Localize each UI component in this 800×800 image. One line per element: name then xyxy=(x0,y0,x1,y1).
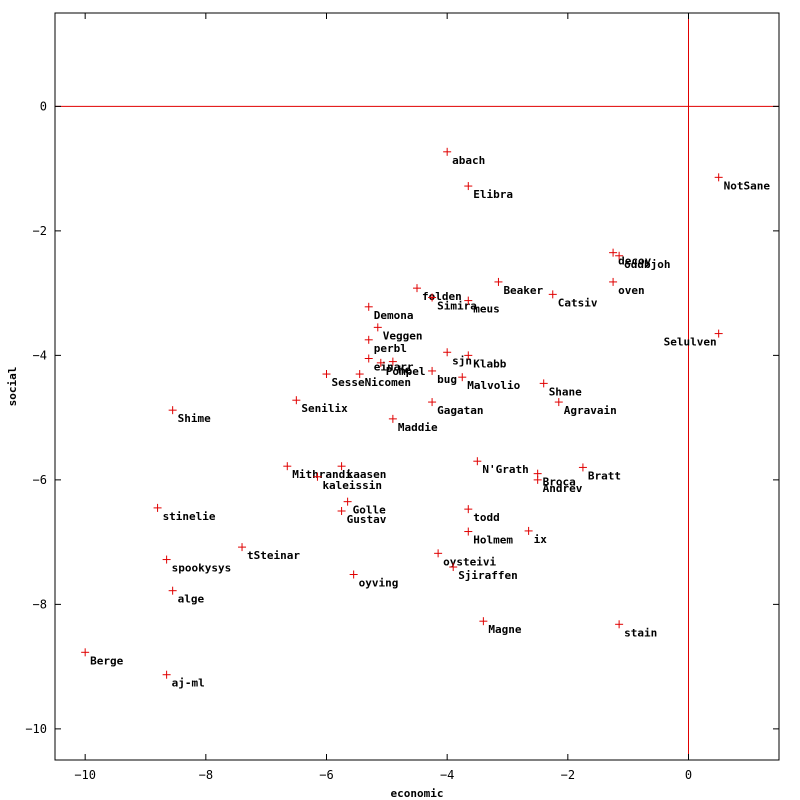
y-tick-label: 0 xyxy=(40,99,47,113)
point-label: Bratt xyxy=(588,469,621,482)
x-tick-label: −2 xyxy=(561,768,575,782)
x-tick-label: −10 xyxy=(74,768,96,782)
point-label: todd xyxy=(473,511,500,524)
point-label: Agravain xyxy=(564,404,617,417)
point-label: kaasen xyxy=(347,468,387,481)
point-label: tSteinar xyxy=(247,549,300,562)
x-axis-title: economic xyxy=(391,787,444,800)
point-label: stain xyxy=(624,626,657,639)
point-label: perbl xyxy=(374,342,407,355)
point-label: Demona xyxy=(374,309,414,322)
point-label: oysteivi xyxy=(443,555,496,568)
y-tick-label: −4 xyxy=(33,348,47,362)
plot-frame xyxy=(54,12,780,761)
point-label: oyving xyxy=(359,576,399,589)
point-label: Shane xyxy=(549,385,582,398)
point-label: Catsiv xyxy=(558,296,598,309)
point-label: abach xyxy=(452,154,485,167)
point-label: Gagatan xyxy=(437,404,483,417)
x-tick-label: −4 xyxy=(440,768,454,782)
data-points: abachElibraNotSanedecoyoddbjohovenfolden… xyxy=(81,147,771,690)
point-label: Malvolio xyxy=(467,379,520,392)
axes: −10 −8 −6 −4 −2 0 −10 −8 −6 −4 −2 0 xyxy=(25,12,780,782)
point-label: Magne xyxy=(488,623,521,636)
x-tick-label: −6 xyxy=(319,768,333,782)
point-label: Broca xyxy=(543,476,576,489)
plot-area xyxy=(55,13,779,760)
y-axis-title: social xyxy=(6,367,19,407)
point-label: stinelie xyxy=(163,510,216,523)
point-label: Andrev xyxy=(543,482,583,495)
point-label: spookysys xyxy=(172,562,232,575)
point-label: NotSane xyxy=(724,179,771,192)
point-label: Shime xyxy=(178,412,211,425)
point-label: ix xyxy=(534,533,548,546)
point-label: aj-ml xyxy=(172,677,205,690)
point-label: Sjiraffen xyxy=(458,569,518,582)
point-label: Mithrandi xyxy=(292,468,352,481)
y-tick-label: −6 xyxy=(33,473,47,487)
point-label: Maddie xyxy=(398,421,438,434)
point-label: alge xyxy=(178,593,205,606)
point-label: Simira xyxy=(437,299,477,312)
x-tick-label: −8 xyxy=(199,768,213,782)
point-label: N'Grath xyxy=(482,463,528,476)
point-label: sjn xyxy=(452,354,472,367)
x-tick-label: 0 xyxy=(685,768,692,782)
point-label: Pompel xyxy=(386,365,426,378)
point-label: oddbjoh xyxy=(624,258,670,271)
point-label: Gustav xyxy=(347,513,387,526)
point-label: Selulven xyxy=(664,336,717,349)
y-tick-label: −10 xyxy=(25,722,47,736)
point-label: Holmem xyxy=(473,534,513,547)
point-label: Golle xyxy=(353,504,386,517)
point-label: Klabb xyxy=(473,357,506,370)
point-label: Veggen xyxy=(383,329,423,342)
point-label: Sesse xyxy=(332,376,365,389)
y-tick-label: −2 xyxy=(33,224,47,238)
point-label: meus xyxy=(473,303,500,316)
point-label: Elibra xyxy=(473,188,513,201)
point-label: Nicomen xyxy=(365,376,411,389)
point-label: bug xyxy=(437,373,457,386)
point-label: Beaker xyxy=(503,284,543,297)
point-label: oven xyxy=(618,284,645,297)
point-label: einarr xyxy=(374,360,414,373)
point-label: decoy xyxy=(618,255,651,268)
y-tick-label: −8 xyxy=(33,597,47,611)
point-label: he xyxy=(398,364,412,377)
point-label: Senilix xyxy=(301,402,348,415)
point-label: Berge xyxy=(90,654,123,667)
point-label: kaleissin xyxy=(322,479,382,492)
